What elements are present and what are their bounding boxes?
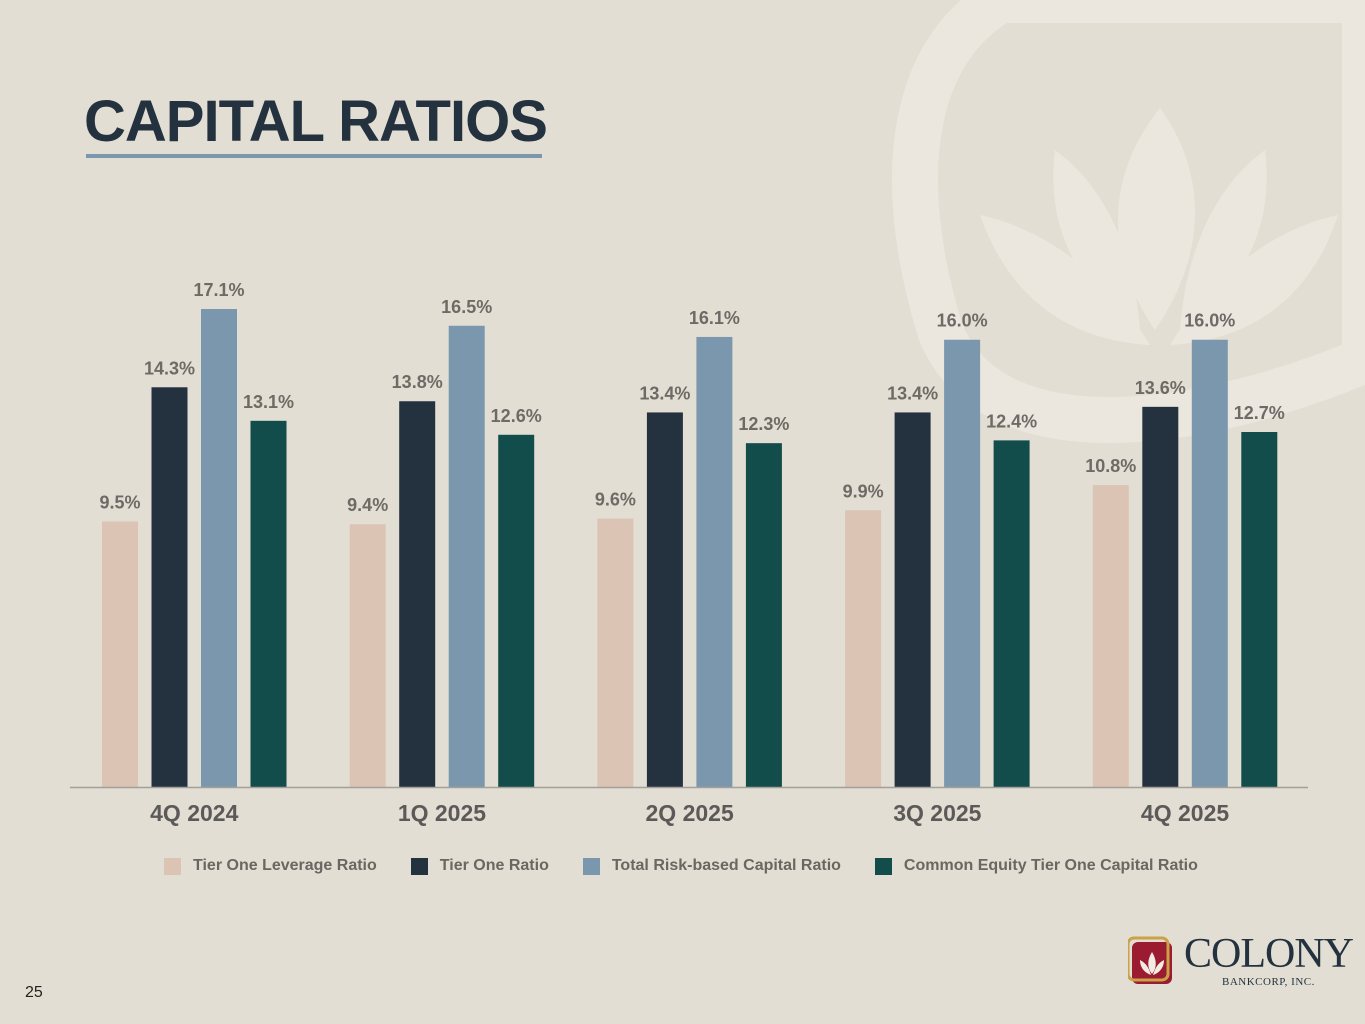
bar-0-3 (845, 510, 882, 787)
bar-value-label: 13.4% (639, 383, 690, 403)
legend-swatch (164, 857, 181, 875)
bar-value-label: 14.3% (144, 358, 195, 378)
logo-subtitle: BANKCORP, INC. (1222, 976, 1315, 988)
bar-value-label: 16.0% (1184, 311, 1235, 331)
bar-value-label: 13.1% (243, 392, 294, 412)
x-tick-label: 2Q 2025 (646, 800, 734, 826)
legend-swatch (582, 857, 600, 875)
x-tick-label: 4Q 2025 (1141, 800, 1229, 826)
bar-value-label: 16.1% (689, 308, 740, 328)
bar-2-0 (201, 309, 237, 787)
chart-legend: Tier One Leverage Ratio Tier One Ratio Tot… (164, 855, 1232, 877)
bar-value-label: 9.6% (595, 490, 636, 510)
legend-item: Tier One Ratio (410, 857, 549, 875)
bar-value-label: 17.1% (193, 280, 244, 300)
bar-value-label: 9.5% (99, 492, 140, 512)
bar-1-4 (1142, 406, 1179, 787)
bar-0-0 (102, 521, 138, 787)
bar-3-2 (745, 443, 782, 787)
bar-3-3 (993, 440, 1030, 787)
bar-value-label: 12.3% (738, 414, 789, 434)
bar-1-2 (646, 412, 683, 787)
bar-value-label: 9.4% (347, 495, 388, 515)
legend-label: Tier One Ratio (439, 857, 549, 874)
lotus-watermark-icon (980, 108, 1338, 345)
bar-2-4 (1191, 339, 1228, 787)
page-number: 25 (25, 984, 43, 1001)
bar-value-label: 9.9% (843, 481, 884, 501)
bar-1-1 (399, 401, 436, 787)
bar-1-3 (894, 412, 931, 787)
company-logo: COLONY BANKCORP, INC. (1128, 930, 1354, 992)
bar-value-label: 12.6% (491, 406, 542, 426)
bar-0-2 (597, 518, 634, 787)
legend-item: Tier One Leverage Ratio (164, 857, 377, 875)
legend-item: Total Risk-based Capital Ratio (582, 857, 841, 875)
bar-3-4 (1241, 431, 1278, 787)
bar-value-label: 16.0% (937, 311, 988, 331)
bar-2-2 (696, 336, 733, 787)
bar-1-0 (151, 387, 188, 787)
x-tick-label: 3Q 2025 (893, 800, 981, 826)
colony-lotus-icon (1128, 936, 1172, 984)
x-tick-label: 4Q 2024 (150, 800, 238, 826)
bar-value-label: 13.4% (887, 383, 938, 403)
bar-value-label: 13.6% (1135, 378, 1186, 398)
bar-3-0 (250, 420, 287, 787)
bar-value-label: 13.8% (392, 372, 443, 392)
bar-0-1 (349, 524, 386, 787)
bar-value-label: 16.5% (441, 297, 492, 317)
x-tick-label: 1Q 2025 (398, 800, 486, 826)
bar-value-label: 12.4% (986, 411, 1037, 431)
bar-2-1 (448, 325, 485, 787)
legend-label: Tier One Leverage Ratio (193, 857, 377, 874)
bar-value-label: 12.7% (1234, 403, 1285, 423)
title-underline (86, 154, 542, 158)
bar-3-1 (498, 434, 535, 787)
bar-2-3 (944, 339, 981, 787)
legend-swatch (874, 857, 892, 875)
legend-item: Common Equity Tier One Capital Ratio (874, 857, 1198, 875)
page-title: CAPITAL RATIOS (84, 89, 548, 154)
legend-label: Common Equity Tier One Capital Ratio (903, 857, 1198, 874)
capital-ratios-chart: 9.5% 14.3% 17.1% 13.1% 4Q 2024 9.4% 13.8% 16.5%… (70, 280, 1308, 826)
legend-label: Total Risk-based Capital Ratio (611, 857, 841, 874)
legend-swatch (410, 857, 428, 875)
logo-wordmark: COLONY (1184, 931, 1354, 977)
bar-value-label: 10.8% (1085, 456, 1136, 476)
bar-0-4 (1092, 485, 1129, 787)
